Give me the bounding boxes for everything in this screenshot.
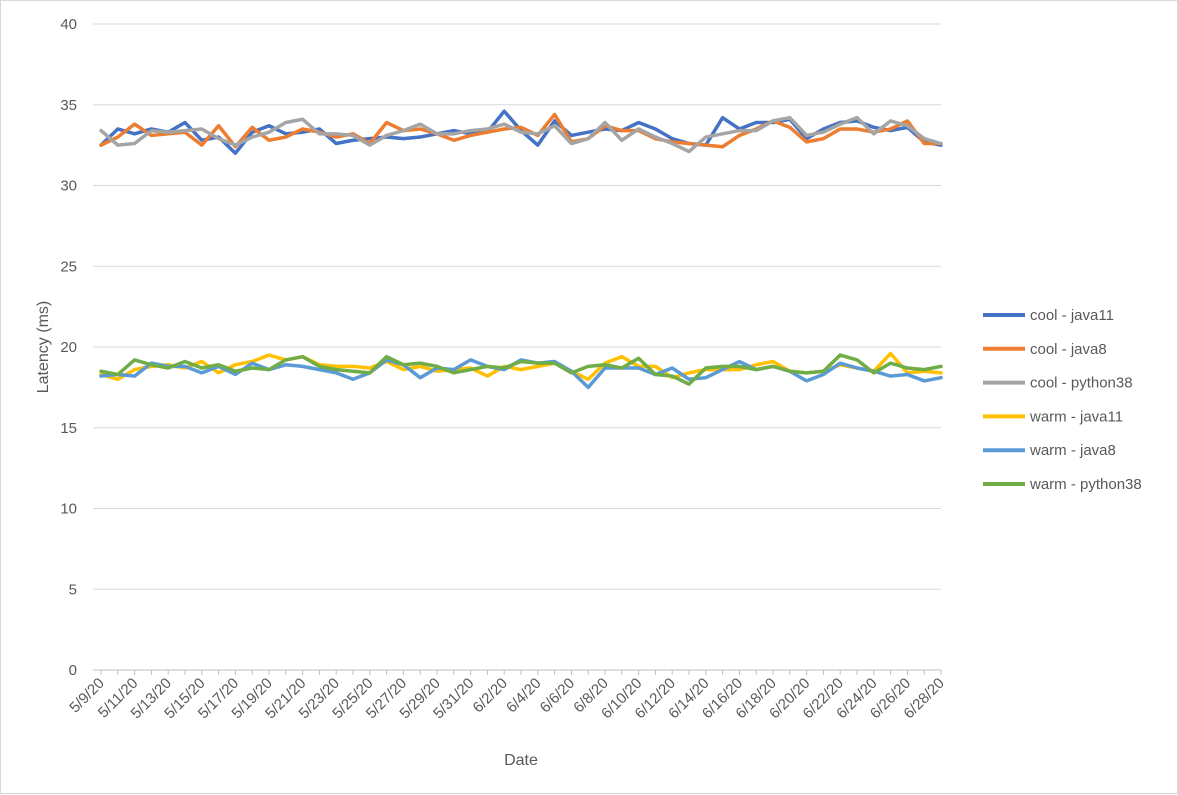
series-lines xyxy=(99,109,943,390)
y-tick-label: 0 xyxy=(69,662,77,679)
y-tick-label: 30 xyxy=(60,178,77,195)
legend-label: cool - python38 xyxy=(1030,375,1133,392)
x-axis-title: Date xyxy=(504,752,538,769)
y-tick-label: 5 xyxy=(69,581,77,598)
y-tick-label: 20 xyxy=(60,339,77,356)
legend-label: cool - java11 xyxy=(1030,307,1114,324)
legend: cool - java11 cool - java8 cool - python38… xyxy=(983,307,1142,493)
gridlines xyxy=(93,23,941,590)
x-tick-label: 6/6/20 xyxy=(537,675,579,717)
y-axis-ticks: 0 5 10 15 20 25 30 35 40 xyxy=(60,16,77,679)
y-tick-label: 25 xyxy=(60,258,77,275)
y-tick-label: 15 xyxy=(60,420,77,437)
legend-label: warm - python38 xyxy=(1029,476,1142,493)
x-axis xyxy=(93,669,942,675)
legend-label: warm - java11 xyxy=(1029,408,1123,425)
y-tick-label: 35 xyxy=(60,97,77,114)
y-tick-label: 10 xyxy=(60,501,77,518)
series-line-cool-python38 xyxy=(99,115,943,154)
x-tick-label: 6/4/20 xyxy=(503,675,545,717)
y-axis-title: Latency (ms) xyxy=(35,301,52,393)
series-line-warm-python38 xyxy=(99,353,943,386)
legend-label: cool - java8 xyxy=(1030,341,1107,358)
x-axis-ticks: 5/9/205/11/205/13/205/15/205/17/205/19/2… xyxy=(66,675,948,722)
series-line-cool-java8 xyxy=(99,112,943,149)
x-tick-label: 6/2/20 xyxy=(470,675,512,717)
legend-label: warm - java8 xyxy=(1029,442,1116,459)
y-tick-label: 40 xyxy=(60,16,77,33)
